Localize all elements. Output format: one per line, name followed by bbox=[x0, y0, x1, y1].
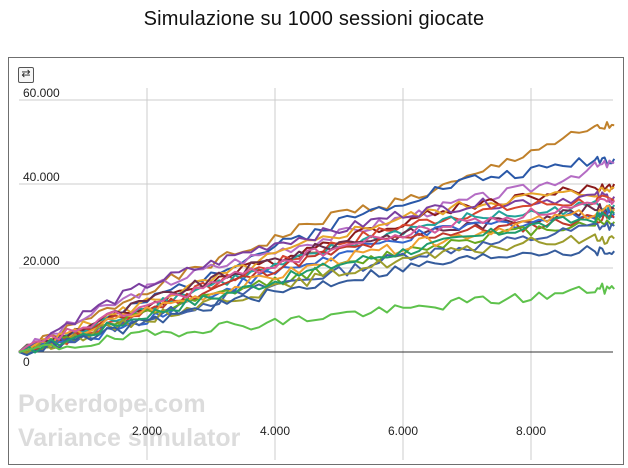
series-line-0 bbox=[18, 121, 615, 353]
x-tick-label-0: 2.000 bbox=[132, 424, 162, 438]
watermark-line1: Pokerdope.com bbox=[18, 390, 206, 418]
chart-frame bbox=[8, 57, 624, 465]
tick-labels: 2.000 4.000 6.000 8.000 0 20.000 40.000 60.000 bbox=[23, 86, 546, 438]
series-line-14 bbox=[18, 233, 615, 354]
series-line-9 bbox=[18, 207, 616, 357]
y-tick-label-1: 20.000 bbox=[23, 254, 60, 268]
y-tick-label-2: 40.000 bbox=[23, 170, 60, 184]
series-line-15 bbox=[18, 245, 615, 356]
series-line-17 bbox=[18, 197, 616, 353]
refresh-icon[interactable]: ⇄ bbox=[18, 67, 34, 83]
x-tick-label-3: 8.000 bbox=[516, 424, 546, 438]
y-tick-label-3: 60.000 bbox=[23, 86, 60, 100]
y-tick-label-0: 0 bbox=[23, 355, 30, 369]
series-line-5 bbox=[18, 190, 616, 353]
series-line-18 bbox=[18, 282, 615, 353]
x-tick-label-1: 4.000 bbox=[260, 424, 290, 438]
series-line-10 bbox=[18, 211, 615, 353]
x-tick-label-2: 6.000 bbox=[388, 424, 418, 438]
series-lines bbox=[18, 121, 616, 357]
watermark-line2: Variance simulator bbox=[18, 424, 241, 452]
chart-title: Simulazione su 1000 sessioni giocate bbox=[143, 8, 485, 30]
series-line-2 bbox=[18, 159, 615, 353]
series-line-16 bbox=[18, 210, 615, 354]
